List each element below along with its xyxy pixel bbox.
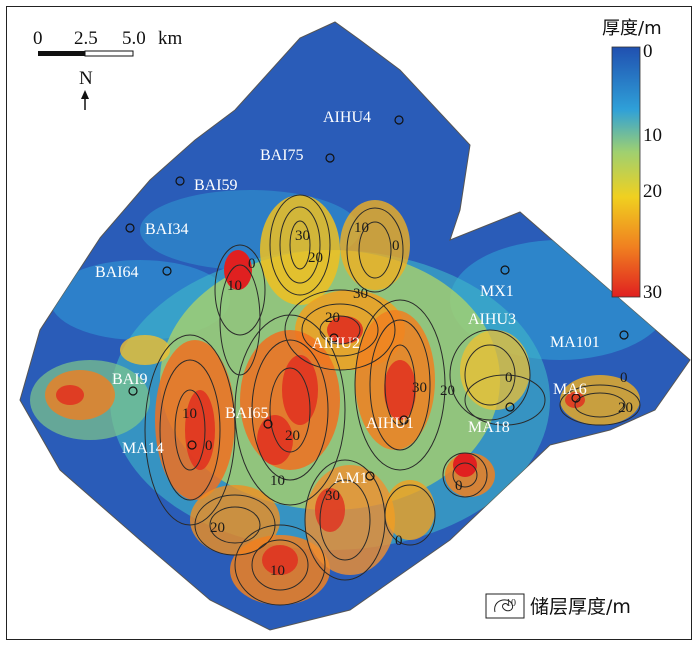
well-label: AM1 xyxy=(334,470,368,487)
well-label: BAI59 xyxy=(194,177,238,194)
map-area: 30 20 10 0 30 20 10 0 30 20 10 0 20 10 2… xyxy=(19,21,691,631)
contour-label: 20 xyxy=(325,310,340,326)
well-label: MA6 xyxy=(553,381,587,398)
well-label: BAI65 xyxy=(225,405,269,422)
scale-bar-segment-dark xyxy=(38,51,85,56)
contour-label: 30 xyxy=(295,228,310,244)
colorbar-tick: 30 xyxy=(643,282,662,303)
contour-label: 10 xyxy=(354,220,369,236)
colorbar-gradient xyxy=(611,46,641,298)
well-marker[interactable] xyxy=(394,115,404,125)
colorbar-title: 厚度/m xyxy=(602,18,662,39)
well-marker[interactable] xyxy=(125,223,135,233)
legend: 10 储层厚度/m xyxy=(485,593,631,619)
contour-label: 30 xyxy=(325,488,340,504)
contour-label: 20 xyxy=(285,428,300,444)
scale-tick-label: 5.0 xyxy=(122,28,146,49)
contour-label: 20 xyxy=(440,383,455,399)
scale-bar: 0 2.5 5.0 km xyxy=(33,28,183,57)
legend-swatch-number: 10 xyxy=(506,598,516,609)
well-marker[interactable] xyxy=(128,386,138,396)
well-label: BAI9 xyxy=(112,371,148,388)
contour-label: 0 xyxy=(455,478,463,494)
contour-label: 20 xyxy=(308,250,323,266)
contour-label: 0 xyxy=(205,438,213,454)
contour-label: 0 xyxy=(395,533,403,549)
well-marker[interactable] xyxy=(365,471,375,481)
well-label: MA18 xyxy=(468,419,510,436)
north-arrow-icon xyxy=(81,90,89,99)
contour-label: 10 xyxy=(270,473,285,489)
well-marker[interactable] xyxy=(263,419,273,429)
contour-label: 20 xyxy=(618,400,633,416)
well-marker[interactable] xyxy=(325,153,335,163)
well-marker[interactable] xyxy=(505,402,515,412)
well-label: BAI34 xyxy=(145,221,189,238)
colorbar-tick: 20 xyxy=(643,181,662,202)
scale-bar-segment-light xyxy=(84,50,134,57)
well-marker[interactable] xyxy=(619,330,629,340)
contour-label: 0 xyxy=(505,370,513,386)
well-label: AIHU4 xyxy=(323,109,371,126)
colorbar: 厚度/m 0 10 20 30 xyxy=(602,18,662,303)
contour-label: 0 xyxy=(392,238,400,254)
scale-unit: km xyxy=(158,28,183,49)
scale-tick-label: 2.5 xyxy=(74,28,98,49)
well-marker[interactable] xyxy=(187,440,197,450)
contour-lines xyxy=(144,194,641,606)
wells: AIHU4 BAI75 BAI59 BAI34 BAI64 MX1 AIHU3 … xyxy=(95,109,629,487)
well-label: BAI75 xyxy=(260,147,304,164)
north-arrow: N xyxy=(79,68,93,110)
well-marker[interactable] xyxy=(500,265,510,275)
contour-label: 10 xyxy=(182,406,197,422)
colorbar-tick: 0 xyxy=(643,41,653,62)
north-label: N xyxy=(79,68,93,89)
well-marker[interactable] xyxy=(571,393,581,403)
well-label: AIHU3 xyxy=(468,311,516,328)
well-label: MA101 xyxy=(550,334,600,351)
contour-icon xyxy=(494,599,514,613)
well-marker[interactable] xyxy=(162,266,172,276)
legend-label: 储层厚度/m xyxy=(530,596,631,618)
contour-label: 30 xyxy=(353,286,368,302)
well-marker[interactable] xyxy=(399,415,409,425)
contour-label: 0 xyxy=(248,256,256,272)
scale-tick-label: 0 xyxy=(33,28,43,49)
well-label: AIHU1 xyxy=(366,415,414,432)
well-label: AIHU2 xyxy=(312,335,360,352)
contour-label: 0 xyxy=(620,370,628,386)
well-label: BAI64 xyxy=(95,264,139,281)
colorbar-tick: 10 xyxy=(643,125,662,146)
well-marker[interactable] xyxy=(175,176,185,186)
contour-label: 30 xyxy=(412,380,427,396)
contour-label: 10 xyxy=(227,278,242,294)
well-marker[interactable] xyxy=(329,333,339,343)
legend-swatch xyxy=(485,593,525,619)
contour-label: 10 xyxy=(270,563,285,579)
well-label: MX1 xyxy=(480,283,514,300)
well-label: MA14 xyxy=(122,440,164,457)
contour-labels: 30 20 10 0 30 20 10 0 30 20 10 0 20 10 2… xyxy=(182,220,633,579)
contour-label: 20 xyxy=(210,520,225,536)
